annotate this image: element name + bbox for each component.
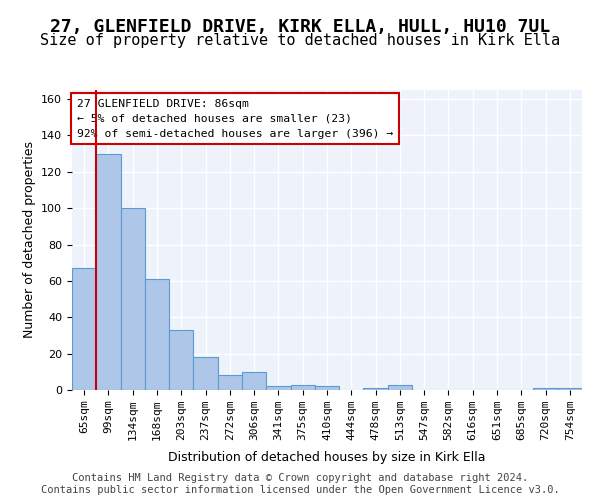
Bar xyxy=(290,384,315,390)
Bar xyxy=(388,384,412,390)
Bar xyxy=(242,372,266,390)
Bar xyxy=(558,388,582,390)
Bar xyxy=(364,388,388,390)
Y-axis label: Number of detached properties: Number of detached properties xyxy=(23,142,35,338)
Text: 27, GLENFIELD DRIVE, KIRK ELLA, HULL, HU10 7UL: 27, GLENFIELD DRIVE, KIRK ELLA, HULL, HU… xyxy=(50,18,550,36)
Bar xyxy=(96,154,121,390)
Bar xyxy=(169,330,193,390)
Bar xyxy=(266,386,290,390)
Text: Size of property relative to detached houses in Kirk Ella: Size of property relative to detached ho… xyxy=(40,32,560,48)
Bar xyxy=(193,358,218,390)
Bar xyxy=(218,376,242,390)
Bar xyxy=(315,386,339,390)
Bar xyxy=(533,388,558,390)
Text: Contains HM Land Registry data © Crown copyright and database right 2024.
Contai: Contains HM Land Registry data © Crown c… xyxy=(41,474,559,495)
Bar xyxy=(72,268,96,390)
Bar xyxy=(121,208,145,390)
Text: 27 GLENFIELD DRIVE: 86sqm
← 5% of detached houses are smaller (23)
92% of semi-d: 27 GLENFIELD DRIVE: 86sqm ← 5% of detach… xyxy=(77,99,394,138)
X-axis label: Distribution of detached houses by size in Kirk Ella: Distribution of detached houses by size … xyxy=(168,452,486,464)
Bar xyxy=(145,279,169,390)
